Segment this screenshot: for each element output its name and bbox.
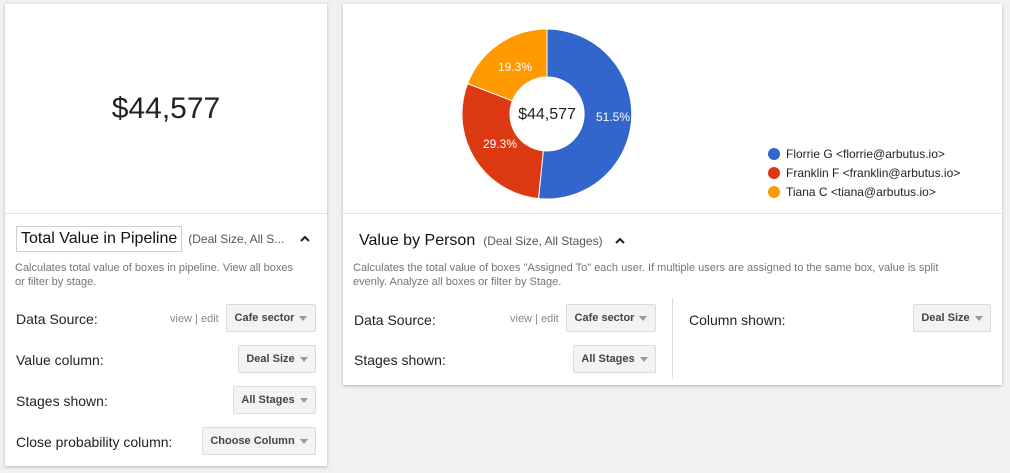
- legend-dot-icon: [768, 186, 780, 198]
- donut-center-value: $44,577: [518, 106, 576, 123]
- caret-down-icon: [974, 315, 983, 321]
- card-subtitle: (Deal Size, All S...: [188, 232, 285, 246]
- card-title-input[interactable]: Total Value in Pipeline: [16, 226, 183, 252]
- caret-down-icon: [299, 397, 308, 403]
- legend-dot-icon: [768, 148, 780, 160]
- view-edit-links: view | edit: [510, 313, 559, 325]
- total-value-card: $44,577 Total Value in Pipeline (Deal Si…: [5, 4, 327, 466]
- column-divider: [672, 298, 673, 379]
- edit-link[interactable]: edit: [541, 313, 559, 325]
- column-shown-dropdown[interactable]: Deal Size: [913, 304, 991, 332]
- chart-area: 51.5% 29.3% 19.3% $44,577 Florrie G <flo…: [343, 4, 1002, 214]
- stages-shown-dropdown[interactable]: All Stages: [573, 345, 656, 373]
- chevron-up-icon[interactable]: [298, 232, 312, 246]
- data-source-dropdown[interactable]: Cafe sector: [566, 304, 656, 332]
- view-link[interactable]: view: [170, 313, 193, 325]
- value-column-label: Value column:: [16, 352, 104, 368]
- column-shown-label: Column shown:: [689, 312, 786, 328]
- data-source-dropdown[interactable]: Cafe sector: [226, 304, 316, 332]
- caret-down-icon: [639, 315, 648, 321]
- value-by-person-card: 51.5% 29.3% 19.3% $44,577 Florrie G <flo…: [343, 4, 1002, 385]
- card-description: Calculates the total value of boxes "Ass…: [353, 262, 939, 288]
- data-source-label: Data Source:: [16, 311, 98, 327]
- caret-down-icon: [299, 315, 308, 321]
- slice-franklin[interactable]: [461, 82, 544, 200]
- card-description: Calculates total value of boxes in pipel…: [15, 262, 294, 288]
- donut-chart: 51.5% 29.3% 19.3% $44,577: [461, 28, 633, 200]
- card-header: Value by Person (Deal Size, All Stages): [359, 232, 627, 250]
- view-link[interactable]: view: [510, 313, 533, 325]
- total-value-number: $44,577: [111, 92, 221, 125]
- legend-item-florrie[interactable]: Florrie G <florrie@arbutus.io>: [768, 147, 945, 161]
- label-tiana: 19.3%: [498, 60, 532, 74]
- label-franklin: 29.3%: [483, 137, 517, 151]
- legend-item-franklin[interactable]: Franklin F <franklin@arbutus.io>: [768, 166, 960, 180]
- total-value-display: $44,577: [5, 4, 327, 214]
- card-subtitle: (Deal Size, All Stages): [483, 234, 603, 248]
- edit-link[interactable]: edit: [201, 313, 219, 325]
- data-source-label: Data Source:: [354, 312, 436, 328]
- caret-down-icon: [299, 438, 308, 444]
- slice-tiana[interactable]: [466, 28, 548, 102]
- card-header: Total Value in Pipeline (Deal Size, All …: [16, 226, 312, 252]
- value-column-dropdown[interactable]: Deal Size: [238, 345, 316, 373]
- close-probability-dropdown[interactable]: Choose Column: [202, 427, 316, 455]
- legend-item-tiana[interactable]: Tiana C <tiana@arbutus.io>: [768, 185, 936, 199]
- view-edit-links: view | edit: [170, 313, 219, 325]
- chevron-up-icon[interactable]: [613, 234, 627, 248]
- slice-florrie[interactable]: [537, 28, 633, 200]
- stages-shown-label: Stages shown:: [354, 352, 446, 368]
- stages-shown-dropdown[interactable]: All Stages: [233, 386, 316, 414]
- caret-down-icon: [299, 356, 308, 362]
- card-title[interactable]: Value by Person: [359, 232, 476, 249]
- stages-shown-label: Stages shown:: [16, 393, 108, 409]
- label-florrie: 51.5%: [596, 110, 630, 124]
- legend-dot-icon: [768, 167, 780, 179]
- caret-down-icon: [639, 356, 648, 362]
- close-probability-label: Close probability column:: [16, 434, 173, 450]
